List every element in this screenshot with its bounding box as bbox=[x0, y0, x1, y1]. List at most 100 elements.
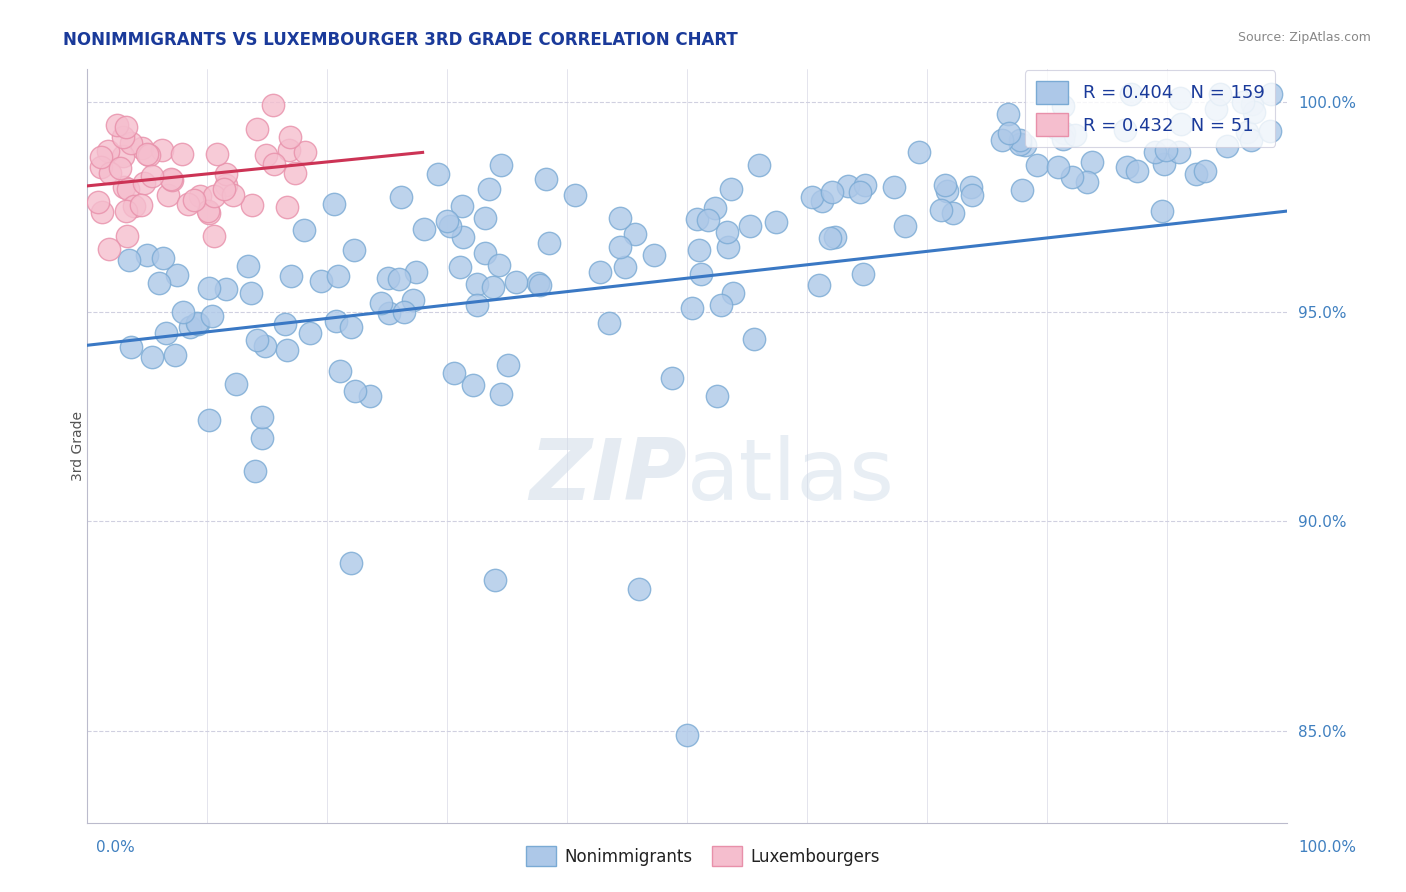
Point bbox=[115, 229, 138, 244]
Point bbox=[908, 145, 931, 159]
Point bbox=[1052, 132, 1074, 146]
Point bbox=[439, 219, 461, 233]
Point bbox=[1045, 120, 1067, 135]
Point bbox=[323, 196, 346, 211]
Point bbox=[1119, 87, 1142, 101]
Point bbox=[491, 158, 513, 172]
Point bbox=[250, 431, 273, 445]
Point bbox=[131, 198, 153, 212]
Point bbox=[1236, 125, 1258, 139]
Point bbox=[117, 182, 139, 196]
Point bbox=[339, 557, 361, 571]
Point bbox=[156, 187, 179, 202]
Point bbox=[166, 268, 188, 282]
Point bbox=[202, 189, 225, 203]
Point bbox=[284, 166, 307, 180]
Point bbox=[325, 314, 347, 328]
Point bbox=[148, 277, 170, 291]
Point bbox=[527, 276, 550, 290]
Point bbox=[170, 147, 193, 161]
Point bbox=[1153, 157, 1175, 171]
Point bbox=[744, 332, 766, 346]
Point bbox=[120, 136, 142, 150]
Point bbox=[238, 259, 260, 273]
Point bbox=[377, 271, 399, 285]
Point bbox=[309, 274, 332, 288]
Point bbox=[201, 309, 224, 323]
Point bbox=[538, 236, 561, 251]
Point bbox=[339, 320, 361, 334]
Point bbox=[112, 180, 135, 194]
Point bbox=[152, 251, 174, 265]
Point bbox=[477, 182, 499, 196]
Point bbox=[624, 227, 647, 242]
Point bbox=[135, 146, 157, 161]
Text: 100.0%: 100.0% bbox=[1299, 840, 1357, 855]
Point bbox=[1216, 139, 1239, 153]
Point bbox=[450, 199, 472, 213]
Point bbox=[934, 178, 956, 193]
Point bbox=[183, 193, 205, 207]
Point bbox=[214, 181, 236, 195]
Point bbox=[837, 178, 859, 193]
Point bbox=[1194, 163, 1216, 178]
Point bbox=[1010, 137, 1032, 152]
Point bbox=[405, 265, 427, 279]
Point bbox=[1060, 169, 1083, 184]
Point bbox=[115, 120, 138, 134]
Point bbox=[1168, 145, 1191, 159]
Point bbox=[427, 168, 450, 182]
Point bbox=[481, 280, 503, 294]
Point bbox=[488, 258, 510, 272]
Point bbox=[1168, 91, 1191, 105]
Point bbox=[710, 298, 733, 312]
Point bbox=[141, 169, 163, 183]
Point bbox=[91, 205, 114, 219]
Point bbox=[187, 318, 209, 332]
Point bbox=[394, 305, 416, 319]
Point bbox=[205, 146, 228, 161]
Point bbox=[280, 269, 302, 284]
Point bbox=[90, 160, 112, 174]
Point bbox=[451, 230, 474, 244]
Point bbox=[929, 202, 952, 217]
Point bbox=[115, 204, 138, 219]
Point bbox=[359, 389, 381, 403]
Point bbox=[765, 215, 787, 229]
Point bbox=[1076, 175, 1098, 189]
Point bbox=[1063, 128, 1085, 143]
Text: 0.0%: 0.0% bbox=[96, 840, 135, 855]
Point bbox=[474, 211, 496, 225]
Point bbox=[150, 144, 173, 158]
Point bbox=[391, 189, 413, 203]
Point bbox=[807, 277, 830, 292]
Text: NONIMMIGRANTS VS LUXEMBOURGER 3RD GRADE CORRELATION CHART: NONIMMIGRANTS VS LUXEMBOURGER 3RD GRADE … bbox=[63, 31, 738, 49]
Point bbox=[614, 260, 637, 275]
Point bbox=[388, 271, 411, 285]
Point bbox=[720, 182, 742, 196]
Point bbox=[564, 188, 586, 202]
Point bbox=[505, 275, 527, 289]
Point bbox=[276, 200, 298, 214]
Point bbox=[240, 197, 263, 211]
Point bbox=[87, 195, 110, 210]
Point bbox=[824, 230, 846, 244]
Point bbox=[214, 282, 236, 296]
Point bbox=[1240, 97, 1263, 112]
Point bbox=[723, 285, 745, 300]
Point bbox=[529, 278, 551, 293]
Point bbox=[370, 296, 392, 310]
Point bbox=[443, 366, 465, 380]
Point bbox=[686, 211, 709, 226]
Point bbox=[97, 144, 120, 158]
Point bbox=[716, 225, 738, 239]
Point bbox=[299, 326, 322, 341]
Point bbox=[278, 129, 301, 144]
Point bbox=[326, 269, 349, 284]
Point bbox=[1144, 145, 1167, 159]
Point bbox=[138, 148, 160, 162]
Point bbox=[960, 188, 983, 202]
Point bbox=[690, 267, 713, 281]
Point bbox=[643, 248, 665, 262]
Point bbox=[111, 149, 134, 163]
